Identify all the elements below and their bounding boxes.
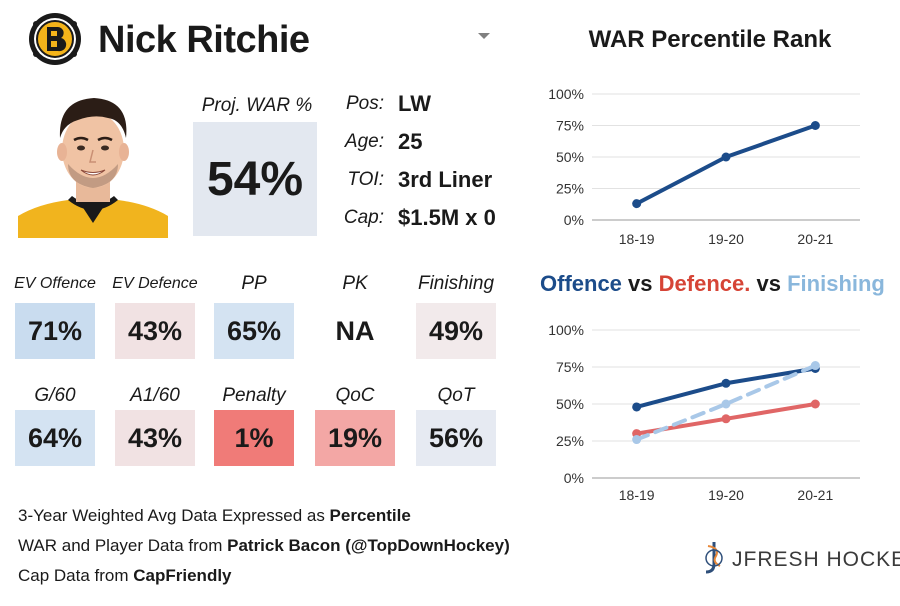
y-tick-label: 50% <box>556 396 584 412</box>
bio-value-cap: $1.5M x 0 <box>398 205 496 230</box>
y-tick-label: 100% <box>548 322 584 338</box>
data-point-offence <box>632 402 642 412</box>
footer-line-2-text: WAR and Player Data from <box>18 536 228 555</box>
footer-line-2: WAR and Player Data from Patrick Bacon (… <box>18 534 510 558</box>
y-tick-label: 0% <box>564 470 584 486</box>
stat-label-ev-defence: EV Defence <box>112 275 198 292</box>
stat-label-g60: G/60 <box>34 385 76 406</box>
bio-label-cap: Cap: <box>343 207 384 228</box>
footer-line-2-bold: Patrick Bacon (@TopDownHockey) <box>227 536 510 555</box>
proj-war-label: Proj. WAR % <box>201 95 313 116</box>
x-tick-label: 19-20 <box>708 487 744 503</box>
bruins-logo-icon <box>28 12 82 66</box>
title-finishing: Finishing <box>787 271 885 296</box>
brand-name: JFRESH HOCKEY <box>732 548 900 571</box>
stat-box-g60: 64% <box>15 410 95 466</box>
bio-label-toi: TOI: <box>347 169 384 190</box>
title-defence: Defence. <box>658 271 751 296</box>
stat-box-qoc: 19% <box>315 410 395 466</box>
y-tick-label: 25% <box>556 433 584 449</box>
stat-box-ev-offence: 71% <box>15 303 95 359</box>
stat-box-pp: 65% <box>214 303 294 359</box>
data-point-finishing <box>632 435 642 445</box>
player-photo <box>18 88 168 238</box>
stat-box-pk: NA <box>315 303 395 359</box>
data-point-defence <box>810 399 820 409</box>
bio-value-age: 25 <box>398 129 423 154</box>
brand-logo: JFRESH HOCKEY <box>700 540 900 581</box>
stat-box-finishing: 49% <box>416 303 496 359</box>
footer-line-3: Cap Data from CapFriendly <box>18 564 232 588</box>
data-point-defence <box>721 414 731 424</box>
footer-line-1-text: 3-Year Weighted Avg Data Expressed as <box>18 506 330 525</box>
y-tick-label: 75% <box>556 118 584 134</box>
data-point-finishing <box>810 361 820 371</box>
series-line-war <box>634 123 818 206</box>
footer-line-1: 3-Year Weighted Avg Data Expressed as Pe… <box>18 504 411 528</box>
stat-label-pp: PP <box>241 273 267 294</box>
stat-label-qot: QoT <box>437 385 475 406</box>
series-line-finishing <box>634 363 818 442</box>
x-tick-label: 20-21 <box>797 487 833 503</box>
y-tick-label: 50% <box>556 149 584 165</box>
title-vs-1: vs <box>628 271 653 296</box>
data-point-offence <box>721 378 731 388</box>
data-point-finishing <box>721 399 731 409</box>
data-point-war <box>632 199 642 209</box>
jfresh-logo-icon <box>700 540 724 581</box>
war-chart-title: WAR Percentile Rank <box>588 26 832 53</box>
stat-box-ev-defence: 43% <box>115 303 195 359</box>
stat-box-qot: 56% <box>416 410 496 466</box>
y-tick-label: 25% <box>556 181 584 197</box>
stat-label-pk: PK <box>342 273 368 294</box>
stat-box-penalty: 1% <box>214 410 294 466</box>
data-point-war <box>810 121 820 130</box>
proj-war-value: 54% <box>193 122 317 236</box>
title-offence: Offence <box>540 271 622 296</box>
footer-line-1-bold: Percentile <box>329 506 411 525</box>
stat-box-a160: 43% <box>115 410 195 466</box>
bio-value-pos: LW <box>398 91 431 116</box>
footer-line-3-bold: CapFriendly <box>133 566 232 585</box>
player-name: Nick Ritchie <box>98 19 310 61</box>
footer-line-3-text: Cap Data from <box>18 566 134 585</box>
x-tick-label: 19-20 <box>708 231 744 247</box>
stat-label-penalty: Penalty <box>222 385 286 406</box>
x-tick-label: 20-21 <box>797 231 833 247</box>
title-vs-2: vs <box>756 271 781 296</box>
offence-defence-finishing-chart: 0% 25% 50% 75% 100% 18-19 19-20 20-21 <box>548 322 860 503</box>
chevron-down-icon[interactable] <box>476 30 492 42</box>
stat-label-a160: A1/60 <box>130 385 180 406</box>
x-tick-label: 18-19 <box>619 231 655 247</box>
data-point-war <box>721 152 731 162</box>
y-tick-label: 0% <box>564 212 584 228</box>
bio-label-age: Age: <box>344 131 384 152</box>
x-tick-label: 18-19 <box>619 487 655 503</box>
y-tick-label: 75% <box>556 359 584 375</box>
bio-value-toi: 3rd Liner <box>398 167 493 192</box>
war-percentile-chart: 0% 25% 50% 75% 100% 18-19 19-20 20-21 <box>548 86 860 247</box>
y-tick-label: 100% <box>548 86 584 102</box>
stat-label-ev-offence: EV Offence <box>14 275 96 292</box>
stat-label-qoc: QoC <box>335 385 375 406</box>
offence-defence-finishing-title: Offence vs Defence. vs Finishing <box>540 268 885 300</box>
stat-label-finishing: Finishing <box>417 273 495 294</box>
bio-label-pos: Pos: <box>345 93 384 114</box>
